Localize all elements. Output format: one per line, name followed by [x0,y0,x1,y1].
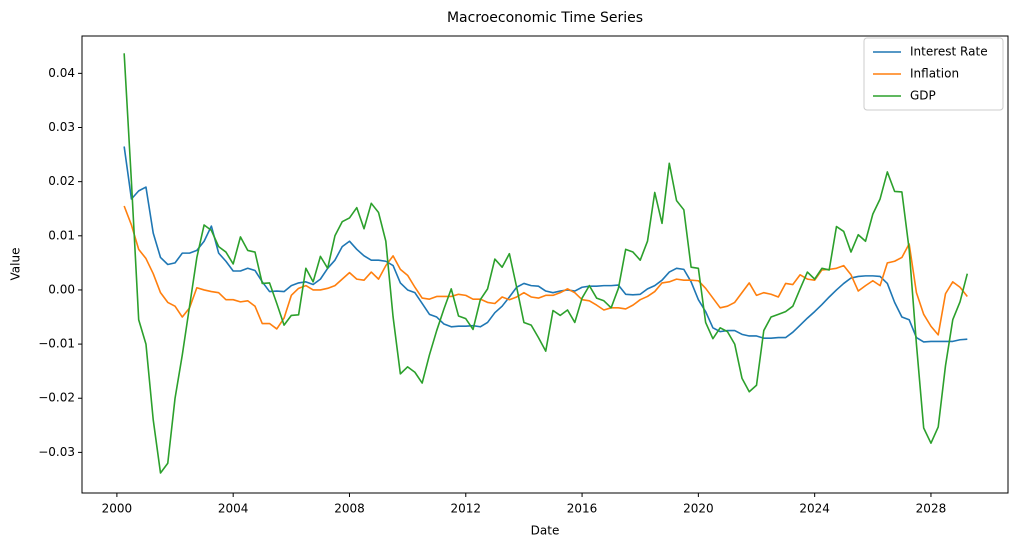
x-tick-label: 2012 [451,502,482,516]
y-tick-label: 0.04 [48,66,75,80]
y-tick-label: −0.01 [38,337,75,351]
y-tick-label: 0.02 [48,174,75,188]
plot-frame [81,35,1009,494]
y-tick-label: 0.03 [48,120,75,134]
chart-title: Macroeconomic Time Series [447,10,643,26]
x-tick-label: 2028 [916,502,947,516]
legend-label: GDP [910,89,936,103]
x-tick-label: 2016 [567,502,598,516]
series-line [123,205,968,336]
x-axis-label: Date [531,524,560,538]
legend-label: Interest Rate [910,45,988,59]
series-line [123,53,969,474]
y-tick-label: 0.01 [48,228,75,242]
y-axis-label: Value [9,248,23,281]
x-tick-label: 2000 [102,502,133,516]
y-tick-label: −0.03 [38,445,75,459]
x-tick-label: 2024 [799,502,830,516]
legend-label: Inflation [910,67,959,81]
legend-box [863,37,1004,111]
x-tick-label: 2008 [334,502,365,516]
y-tick-label: −0.02 [38,391,75,405]
y-tick-label: 0.00 [48,282,75,296]
x-tick-label: 2020 [683,502,714,516]
series-line [123,146,968,343]
x-tick-label: 2004 [218,502,249,516]
